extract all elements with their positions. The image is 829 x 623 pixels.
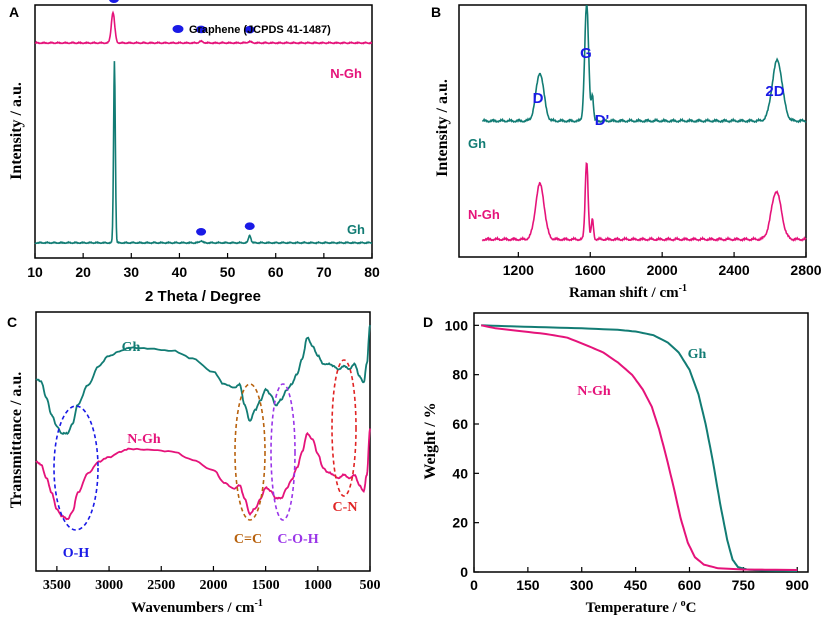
panel-b-series-label-ngh: N-Gh <box>468 207 500 222</box>
panel-b-line-gh <box>481 5 807 124</box>
panel-d-ylabel: Weight / % <box>422 402 439 479</box>
panel-b-peak-label-dprime: D' <box>595 112 609 129</box>
panel-a-peak-marker <box>244 25 255 34</box>
panel-a-peak-marker <box>196 227 207 236</box>
panel-d-x-tick-label: 150 <box>516 577 540 593</box>
panel-d-line-ngh <box>480 324 798 571</box>
panel-a-series-label-ngh: N-Gh <box>330 66 362 81</box>
panel-a-x-tick-label: 70 <box>316 264 332 280</box>
panel-d-xlabel: Temperature / oC <box>586 598 697 616</box>
panel-c-letter: C <box>7 314 17 330</box>
panel-a-x-tick-label: 40 <box>172 264 188 280</box>
panel-c: C Transmittance / a.u. Wavenumbers / cm-… <box>7 311 381 616</box>
panel-c-x-tick-label: 500 <box>360 578 381 593</box>
panel-c-coh-ellipse <box>270 383 296 521</box>
panel-b-peak-label-d: D <box>533 90 544 107</box>
panel-b-x-tick-label: 1200 <box>503 262 534 278</box>
panel-b-ylabel: Intensity / a.u. <box>434 79 451 177</box>
panel-c-x-tick-label: 3000 <box>95 578 123 593</box>
panel-d-x-tick-label: 900 <box>786 577 810 593</box>
panel-c-xlabel: Wavenumbers / cm-1 <box>131 598 263 616</box>
panel-b: B Intensity / a.u. Raman shift / cm-1 12… <box>431 4 822 301</box>
panel-b-x-tick-label: 1600 <box>575 262 606 278</box>
panel-d-x-tick-label: 750 <box>732 577 756 593</box>
panel-b-peak-label-2d: 2D <box>765 83 784 100</box>
panel-a-frame <box>34 4 373 259</box>
panel-d-letter: D <box>423 314 433 330</box>
panel-c-annotation-oh: O-H <box>63 546 90 561</box>
panel-a-letter: A <box>9 4 19 20</box>
panel-a-x-tick-label: 80 <box>364 264 380 280</box>
panel-a-legend-marker <box>172 25 184 33</box>
panel-c-annotation-cc: C=C <box>234 532 262 547</box>
panel-a-line-gh <box>34 61 373 245</box>
panel-a-peak-marker <box>109 0 119 3</box>
panel-d-series-label-ngh: N-Gh <box>577 384 611 399</box>
panel-d-line-gh <box>481 324 798 572</box>
panel-a: A Intensity / a.u. 2 Theta / Degree 10 20… <box>8 0 380 305</box>
panel-c-x-tick-label: 1000 <box>304 578 332 593</box>
panel-d-y-tick-label: 60 <box>452 416 468 432</box>
panel-b-xticks: 1200 1600 2000 2400 2800 <box>503 252 822 278</box>
panel-d-y-tick-label: 80 <box>452 367 468 383</box>
panel-d-frame <box>473 312 809 573</box>
panel-d-series <box>480 324 798 572</box>
panel-b-series-label-gh: Gh <box>468 136 486 151</box>
panel-a-x-tick-label: 50 <box>220 264 236 280</box>
panel-a-xlabel: 2 Theta / Degree <box>145 288 261 305</box>
panel-b-letter: B <box>431 4 441 20</box>
panel-b-series <box>481 5 807 242</box>
panel-d-x-tick-label: 450 <box>624 577 648 593</box>
panel-b-frame <box>458 4 807 258</box>
panel-b-x-tick-label: 2000 <box>647 262 678 278</box>
panel-c-cn-ellipse <box>331 359 357 497</box>
panel-c-x-tick-label: 3500 <box>43 578 71 593</box>
panel-c-series <box>35 324 371 521</box>
panel-d-x-tick-label: 300 <box>570 577 594 593</box>
panel-b-x-tick-label: 2400 <box>719 262 750 278</box>
panel-c-x-tick-label: 1500 <box>252 578 280 593</box>
panel-d-x-tick-label: 600 <box>678 577 702 593</box>
panel-d-series-label-gh: Gh <box>688 347 707 362</box>
panel-c-frame <box>35 311 371 572</box>
panel-a-series-label-gh: Gh <box>347 222 365 237</box>
panel-c-line-gh <box>35 324 371 436</box>
panel-a-x-tick-label: 60 <box>268 264 284 280</box>
panel-b-xlabel: Raman shift / cm-1 <box>569 283 687 301</box>
panel-c-oh-ellipse <box>53 405 99 531</box>
panel-a-line-n-gh <box>34 10 373 45</box>
panel-c-series-label-gh: Gh <box>122 340 141 355</box>
panel-d-y-tick-label: 100 <box>445 317 469 333</box>
panel-c-ylabel: Transmittance / a.u. <box>8 372 25 509</box>
panel-a-x-tick-label: 10 <box>27 264 43 280</box>
panel-c-line-ngh <box>35 428 371 521</box>
panel-b-line-ngh <box>481 162 807 242</box>
panel-a-x-tick-label: 30 <box>123 264 139 280</box>
panel-d-ticks: 0 150 300 450 600 750 900 0 20 40 60 80 100 <box>445 317 809 593</box>
panel-c-annotation-coh: C-O-H <box>277 532 318 547</box>
panel-a-ylabel: Intensity / a.u. <box>8 82 25 180</box>
panel-d-y-tick-label: 20 <box>452 515 468 531</box>
panel-c-annotation-cn: C-N <box>333 500 358 515</box>
panel-a-xticks: 10 20 30 40 50 60 70 80 <box>27 253 380 280</box>
panel-c-x-tick-label: 2500 <box>147 578 175 593</box>
panel-a-peak-markers <box>109 0 255 236</box>
panel-a-peak-marker <box>244 222 255 231</box>
panel-d-y-tick-label: 40 <box>452 465 468 481</box>
panel-b-peak-label-g: G <box>580 45 592 62</box>
panel-a-series <box>34 10 373 245</box>
panel-a-peak-marker <box>196 25 207 34</box>
panel-c-cc-ellipse <box>234 383 266 521</box>
panel-d: D Weight / % Temperature / oC 0 150 300 450… <box>422 312 809 616</box>
panel-c-series-label-ngh: N-Gh <box>127 432 161 447</box>
panel-c-xticks: 3500 3000 2500 2000 1500 1000 500 <box>43 566 381 593</box>
panel-a-x-tick-label: 20 <box>75 264 91 280</box>
panel-c-x-tick-label: 2000 <box>199 578 227 593</box>
panel-b-x-tick-label: 2800 <box>790 262 821 278</box>
panel-a-legend-label: Graphene (JCPDS 41-1487) <box>189 24 331 36</box>
panel-d-y-tick-label: 0 <box>460 564 468 580</box>
panel-d-x-tick-label: 0 <box>470 577 478 593</box>
